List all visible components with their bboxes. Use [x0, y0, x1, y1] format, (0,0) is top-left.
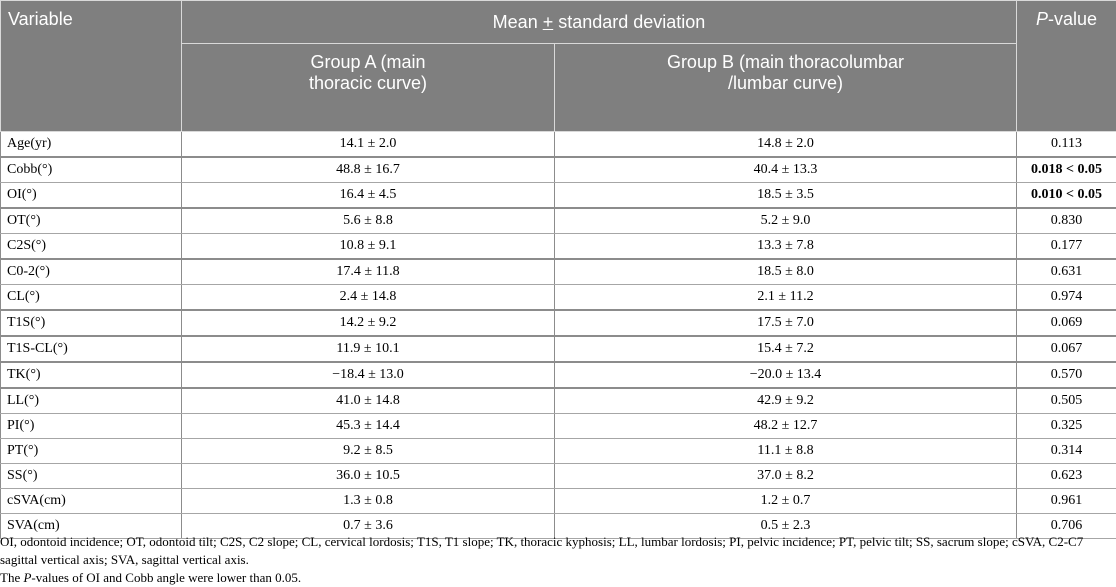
- cell-group-b: 2.1 ± 11.2: [554, 284, 1017, 311]
- cell-group-b: 0.5 ± 2.3: [554, 513, 1017, 539]
- cell-p-value: 0.570: [1016, 362, 1116, 389]
- header-p-value: P-value: [1016, 0, 1116, 132]
- table-row: SVA(cm) 0.7 ± 3.6 0.5 ± 2.3 0.706: [0, 513, 1116, 539]
- cell-group-a: 1.3 ± 0.8: [181, 488, 555, 514]
- cell-p-value: 0.113: [1016, 131, 1116, 158]
- header-group-b: Group B (main thoracolumbar /lumbar curv…: [554, 43, 1017, 132]
- table-row: C2S(°) 10.8 ± 9.1 13.3 ± 7.8 0.177: [0, 233, 1116, 260]
- cell-variable: SVA(cm): [0, 513, 182, 539]
- cell-variable: OT(°): [0, 208, 182, 234]
- cell-variable: T1S-CL(°): [0, 336, 182, 363]
- cell-group-a: 14.1 ± 2.0: [181, 131, 555, 158]
- cell-p-value: 0.314: [1016, 438, 1116, 464]
- table-row: T1S(°) 14.2 ± 9.2 17.5 ± 7.0 0.069: [0, 310, 1116, 337]
- cell-variable: C2S(°): [0, 233, 182, 260]
- table-row: Age(yr) 14.1 ± 2.0 14.8 ± 2.0 0.113: [0, 131, 1116, 158]
- header-mean-sd: Mean + standard deviation: [181, 0, 1017, 44]
- cell-group-b: 42.9 ± 9.2: [554, 388, 1017, 414]
- cell-group-a: 0.7 ± 3.6: [181, 513, 555, 539]
- cell-p-value: 0.010 < 0.05: [1016, 182, 1116, 209]
- cell-group-b: 40.4 ± 13.3: [554, 157, 1017, 183]
- cell-variable: cSVA(cm): [0, 488, 182, 514]
- cell-group-a: 36.0 ± 10.5: [181, 463, 555, 489]
- cell-variable: SS(°): [0, 463, 182, 489]
- cell-group-b: 15.4 ± 7.2: [554, 336, 1017, 363]
- cell-p-value: 0.974: [1016, 284, 1116, 311]
- cell-p-value: 0.830: [1016, 208, 1116, 234]
- cell-p-value: 0.325: [1016, 413, 1116, 439]
- cell-p-value: 0.623: [1016, 463, 1116, 489]
- table-body: Age(yr) 14.1 ± 2.0 14.8 ± 2.0 0.113 Cobb(°) 4…: [0, 131, 1116, 539]
- table-row: SS(°) 36.0 ± 10.5 37.0 ± 8.2 0.623: [0, 463, 1116, 489]
- cell-group-a: 11.9 ± 10.1: [181, 336, 555, 363]
- cell-p-value: 0.018 < 0.05: [1016, 157, 1116, 183]
- cell-group-a: 41.0 ± 14.8: [181, 388, 555, 414]
- cell-variable: LL(°): [0, 388, 182, 414]
- cell-p-value: 0.631: [1016, 259, 1116, 285]
- cell-variable: TK(°): [0, 362, 182, 389]
- cell-group-b: 1.2 ± 0.7: [554, 488, 1017, 514]
- plus-minus-symbol: +: [542, 11, 554, 32]
- abbreviations-note: OI, odontoid incidence; OT, odontoid til…: [0, 534, 1084, 567]
- cell-group-b: 48.2 ± 12.7: [554, 413, 1017, 439]
- cell-group-b: 14.8 ± 2.0: [554, 131, 1017, 158]
- table-row: OT(°) 5.6 ± 8.8 5.2 ± 9.0 0.830: [0, 208, 1116, 234]
- cell-group-a: 10.8 ± 9.1: [181, 233, 555, 260]
- table-row: T1S-CL(°) 11.9 ± 10.1 15.4 ± 7.2 0.067: [0, 336, 1116, 363]
- table-row: OI(°) 16.4 ± 4.5 18.5 ± 3.5 0.010 < 0.05: [0, 182, 1116, 209]
- table-row: Cobb(°) 48.8 ± 16.7 40.4 ± 13.3 0.018 < 0.0…: [0, 157, 1116, 183]
- table-row: PI(°) 45.3 ± 14.4 48.2 ± 12.7 0.325: [0, 413, 1116, 439]
- cell-group-b: 37.0 ± 8.2: [554, 463, 1017, 489]
- cell-variable: CL(°): [0, 284, 182, 311]
- table-row: PT(°) 9.2 ± 8.5 11.1 ± 8.8 0.314: [0, 438, 1116, 464]
- header-variable: Variable: [0, 0, 182, 132]
- cell-group-a: −18.4 ± 13.0: [181, 362, 555, 389]
- cell-p-value: 0.505: [1016, 388, 1116, 414]
- cell-variable: T1S(°): [0, 310, 182, 337]
- cell-group-a: 45.3 ± 14.4: [181, 413, 555, 439]
- cell-group-b: 11.1 ± 8.8: [554, 438, 1017, 464]
- table-row: TK(°) −18.4 ± 13.0 −20.0 ± 13.4 0.570: [0, 362, 1116, 389]
- cell-group-a: 2.4 ± 14.8: [181, 284, 555, 311]
- cell-group-a: 16.4 ± 4.5: [181, 182, 555, 209]
- table-row: C0-2(°) 17.4 ± 11.8 18.5 ± 8.0 0.631: [0, 259, 1116, 285]
- cell-group-b: −20.0 ± 13.4: [554, 362, 1017, 389]
- cell-group-a: 17.4 ± 11.8: [181, 259, 555, 285]
- cell-group-b: 18.5 ± 3.5: [554, 182, 1017, 209]
- table-row: cSVA(cm) 1.3 ± 0.8 1.2 ± 0.7 0.961: [0, 488, 1116, 514]
- cell-group-a: 5.6 ± 8.8: [181, 208, 555, 234]
- cell-group-a: 9.2 ± 8.5: [181, 438, 555, 464]
- cell-variable: Cobb(°): [0, 157, 182, 183]
- table-row: LL(°) 41.0 ± 14.8 42.9 ± 9.2 0.505: [0, 388, 1116, 414]
- cell-p-value: 0.177: [1016, 233, 1116, 260]
- cell-group-b: 5.2 ± 9.0: [554, 208, 1017, 234]
- table-row: CL(°) 2.4 ± 14.8 2.1 ± 11.2 0.974: [0, 284, 1116, 311]
- cell-variable: OI(°): [0, 182, 182, 209]
- cell-variable: PT(°): [0, 438, 182, 464]
- cell-p-value: 0.706: [1016, 513, 1116, 539]
- table-footnotes: OI, odontoid incidence; OT, odontoid til…: [0, 533, 1116, 587]
- cell-variable: Age(yr): [0, 131, 182, 158]
- header-group-a: Group A (main thoracic curve): [181, 43, 555, 132]
- cell-p-value: 0.067: [1016, 336, 1116, 363]
- cell-variable: C0-2(°): [0, 259, 182, 285]
- cell-group-a: 14.2 ± 9.2: [181, 310, 555, 337]
- cell-group-a: 48.8 ± 16.7: [181, 157, 555, 183]
- p-value-note: The P-values of OI and Cobb angle were l…: [0, 570, 302, 585]
- cell-group-b: 17.5 ± 7.0: [554, 310, 1017, 337]
- cell-group-b: 18.5 ± 8.0: [554, 259, 1017, 285]
- cell-p-value: 0.069: [1016, 310, 1116, 337]
- results-table: Variable Mean + standard deviation P-val…: [0, 0, 1116, 539]
- cell-p-value: 0.961: [1016, 488, 1116, 514]
- cell-group-b: 13.3 ± 7.8: [554, 233, 1017, 260]
- cell-variable: PI(°): [0, 413, 182, 439]
- table-header: Variable Mean + standard deviation P-val…: [0, 0, 1116, 132]
